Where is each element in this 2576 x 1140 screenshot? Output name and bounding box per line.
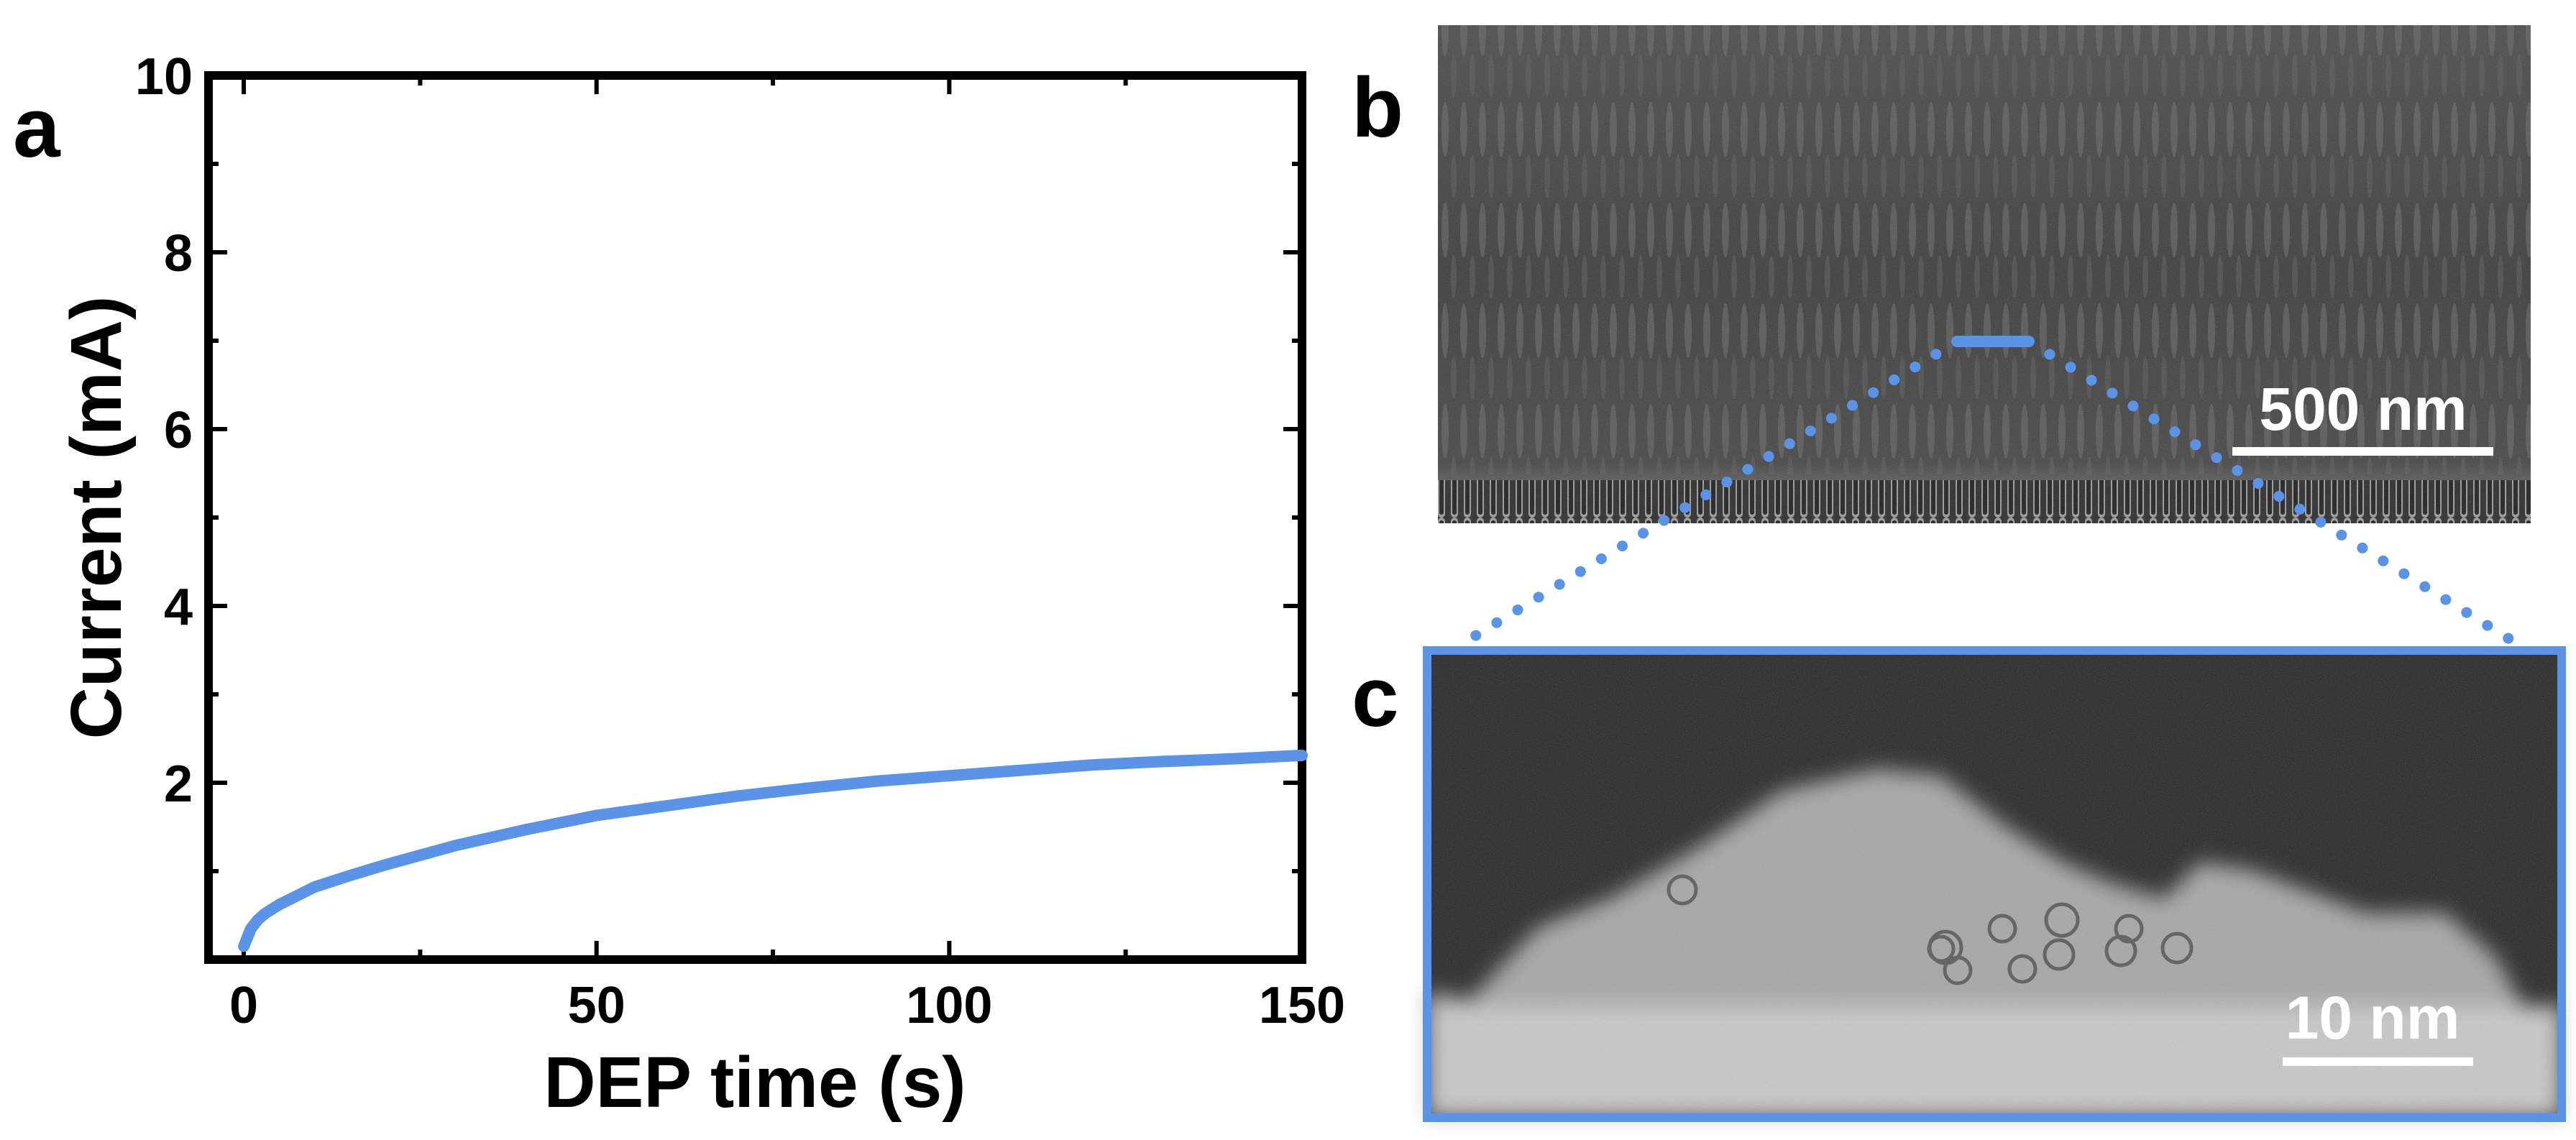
axis-ticks bbox=[208, 73, 1304, 960]
panel-label-b: b bbox=[1352, 60, 1403, 155]
series-line bbox=[238, 749, 1308, 952]
x-tick-label: 100 bbox=[906, 977, 992, 1034]
x-tick-label: 0 bbox=[229, 977, 258, 1034]
y-tick-label: 4 bbox=[164, 579, 193, 636]
tem-frame bbox=[1423, 646, 2566, 1122]
panel-label-a: a bbox=[13, 81, 61, 175]
y-tick-label: 8 bbox=[164, 225, 193, 282]
y-tick-label: 6 bbox=[164, 402, 193, 459]
scalebar-label-c: 10 nm bbox=[2286, 984, 2460, 1052]
plot-frame bbox=[204, 71, 1306, 964]
tem-image: 10 nm bbox=[1423, 646, 2566, 1122]
scalebar-label-b: 500 nm bbox=[2259, 375, 2467, 443]
x-tick-label: 150 bbox=[1259, 977, 1345, 1034]
current-vs-time-chart: 0 50 100 150 2 4 6 8 10 DEP time (s) Current (mA… bbox=[56, 48, 1345, 1123]
connector-left bbox=[1457, 336, 1963, 649]
y-tick-label: 10 bbox=[135, 48, 193, 106]
axis-tick-labels: 0 50 100 150 2 4 6 8 10 bbox=[135, 48, 1345, 1034]
tem-noise bbox=[1427, 651, 2562, 1118]
x-axis-title: DEP time (s) bbox=[544, 1042, 966, 1123]
sem-image: 500 nm bbox=[1438, 25, 2531, 523]
panel-label-c: c bbox=[1352, 650, 1399, 745]
zoom-connectors bbox=[1457, 336, 2522, 649]
y-axis-title: Current (mA) bbox=[56, 296, 137, 740]
x-tick-label: 50 bbox=[568, 977, 625, 1034]
sem-noise bbox=[1438, 25, 2531, 523]
connector-right bbox=[2023, 336, 2522, 649]
y-tick-label: 2 bbox=[164, 755, 193, 813]
